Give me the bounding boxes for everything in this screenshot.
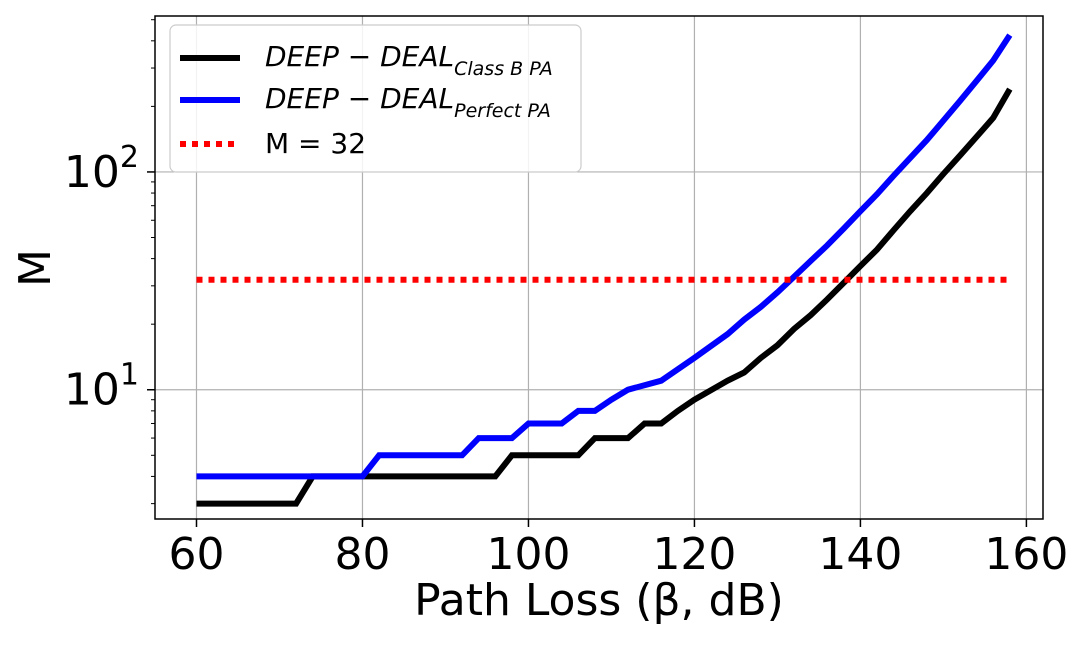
x-tick-label: 100 (486, 529, 570, 580)
series-layer (196, 33, 1013, 507)
plot-frame (154, 15, 1044, 520)
x-axis-label: Path Loss (β, dB) (414, 575, 784, 626)
legend-label-perfect: DEEP − DEALPerfect PA (265, 82, 551, 122)
series-line-1 (196, 33, 1013, 480)
y-tick-label: 102 (64, 140, 139, 198)
ticks: 60 80 100 120 140 160 101 102 (64, 19, 1068, 580)
y-axis-label: M (10, 249, 61, 287)
x-tick-label: 140 (818, 529, 902, 580)
x-tick-label: 120 (652, 529, 736, 580)
x-tick-label: 160 (984, 529, 1068, 580)
series-line-0 (196, 87, 1013, 507)
y-tick-label: 101 (64, 358, 139, 416)
legend-label-class-b: DEEP − DEALClass B PA (265, 40, 553, 80)
x-tick-label: 60 (168, 529, 224, 580)
x-tick-label: 80 (334, 529, 390, 580)
legend-box (169, 24, 582, 173)
legend: DEEP − DEALClass B PA DEEP − DEALPerfect… (169, 24, 582, 173)
legend-label-m32: M = 32 (265, 127, 366, 160)
